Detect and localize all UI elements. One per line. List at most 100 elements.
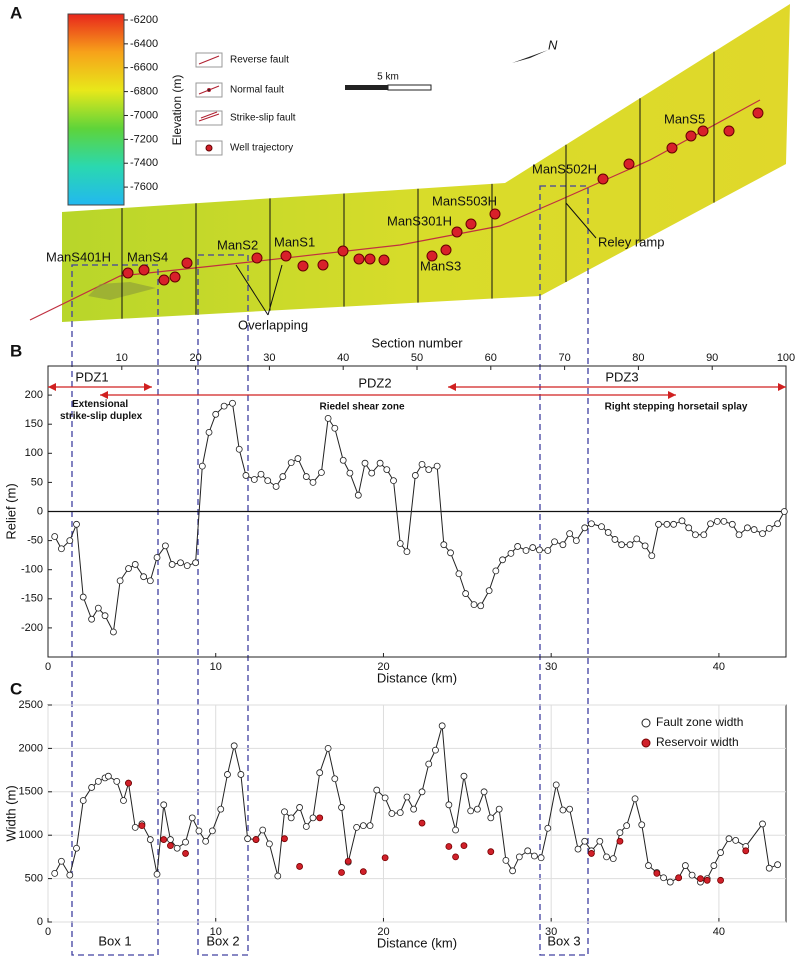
annotation: Extensional strike-slip duplex (60, 399, 143, 422)
point (230, 742, 238, 750)
y-tick-label: 1000 (19, 829, 43, 841)
point (294, 455, 302, 462)
point (460, 772, 468, 780)
point (195, 827, 203, 835)
point (774, 861, 782, 869)
point (774, 520, 782, 528)
well (337, 245, 349, 257)
point (750, 526, 758, 533)
map-strip (62, 4, 790, 322)
point (373, 786, 381, 794)
well (697, 125, 709, 137)
well (138, 264, 150, 276)
well (251, 252, 263, 264)
point (744, 524, 751, 532)
x2-tick-label: 90 (706, 352, 718, 364)
point (359, 822, 367, 830)
point (220, 402, 228, 410)
well-label: ManS3 (420, 258, 461, 273)
y-tick-label: 0 (37, 505, 43, 517)
box-label: Box 1 (98, 933, 131, 948)
point (309, 478, 317, 486)
point (368, 469, 376, 477)
point (396, 540, 404, 547)
point (162, 542, 169, 550)
point (354, 491, 362, 499)
panel-letter: C (10, 679, 22, 698)
point (529, 544, 537, 551)
well-label: ManS5 (664, 111, 705, 126)
point (316, 769, 324, 777)
point (309, 814, 317, 822)
y-tick-label: 50 (31, 476, 43, 488)
point (732, 837, 740, 844)
point (487, 848, 495, 856)
point (492, 567, 500, 575)
x-axis-label: Distance (km) (377, 935, 457, 950)
point (509, 867, 517, 875)
point (623, 822, 631, 830)
point (596, 837, 604, 845)
point (212, 410, 220, 418)
point (514, 543, 522, 550)
point (182, 838, 189, 846)
y-tick-label: -100 (21, 564, 43, 576)
point (264, 477, 272, 485)
point (396, 809, 404, 817)
point (765, 864, 773, 872)
point (645, 862, 652, 869)
box-label: Box 3 (547, 933, 580, 948)
point (470, 601, 478, 609)
point (588, 850, 595, 857)
point (381, 854, 389, 862)
annotation: Overlapping (238, 317, 308, 332)
point (331, 424, 339, 432)
point (572, 537, 580, 544)
x-axis-label: Distance (km) (377, 670, 457, 685)
point (317, 469, 325, 476)
point (104, 772, 112, 780)
point (455, 570, 463, 578)
well (364, 253, 376, 265)
legend-label: Reverse fault (230, 55, 289, 66)
x-tick-label: 30 (545, 661, 557, 673)
point (338, 804, 345, 811)
point (663, 520, 671, 528)
point (710, 862, 718, 869)
point (566, 530, 574, 538)
x-tick-label: 10 (210, 661, 222, 673)
point (229, 399, 236, 407)
point (604, 529, 612, 536)
point (703, 876, 711, 884)
colorbar (67, 13, 125, 206)
x-tick-label: 20 (377, 661, 389, 673)
point (205, 428, 213, 436)
point (681, 862, 689, 869)
legend-label: Strike-slip fault (230, 113, 296, 124)
point (346, 469, 354, 477)
point (198, 462, 206, 470)
point (279, 473, 287, 480)
point (502, 856, 510, 864)
point (235, 445, 243, 453)
point (552, 781, 560, 789)
x2-axis-label: Section number (371, 335, 463, 350)
point (735, 531, 743, 539)
point (452, 853, 459, 861)
point (287, 814, 295, 822)
point (544, 824, 552, 832)
y-tick-label: 2000 (19, 742, 43, 754)
point (616, 829, 624, 836)
point (473, 805, 481, 813)
point (559, 541, 567, 549)
point (120, 797, 127, 804)
point (655, 520, 662, 528)
point (383, 466, 391, 473)
point (331, 775, 339, 783)
point (742, 847, 750, 855)
colorbar-tick-label: -6800 (130, 86, 158, 98)
point (666, 878, 674, 886)
well (122, 267, 134, 279)
point (381, 794, 389, 802)
point (717, 849, 724, 856)
